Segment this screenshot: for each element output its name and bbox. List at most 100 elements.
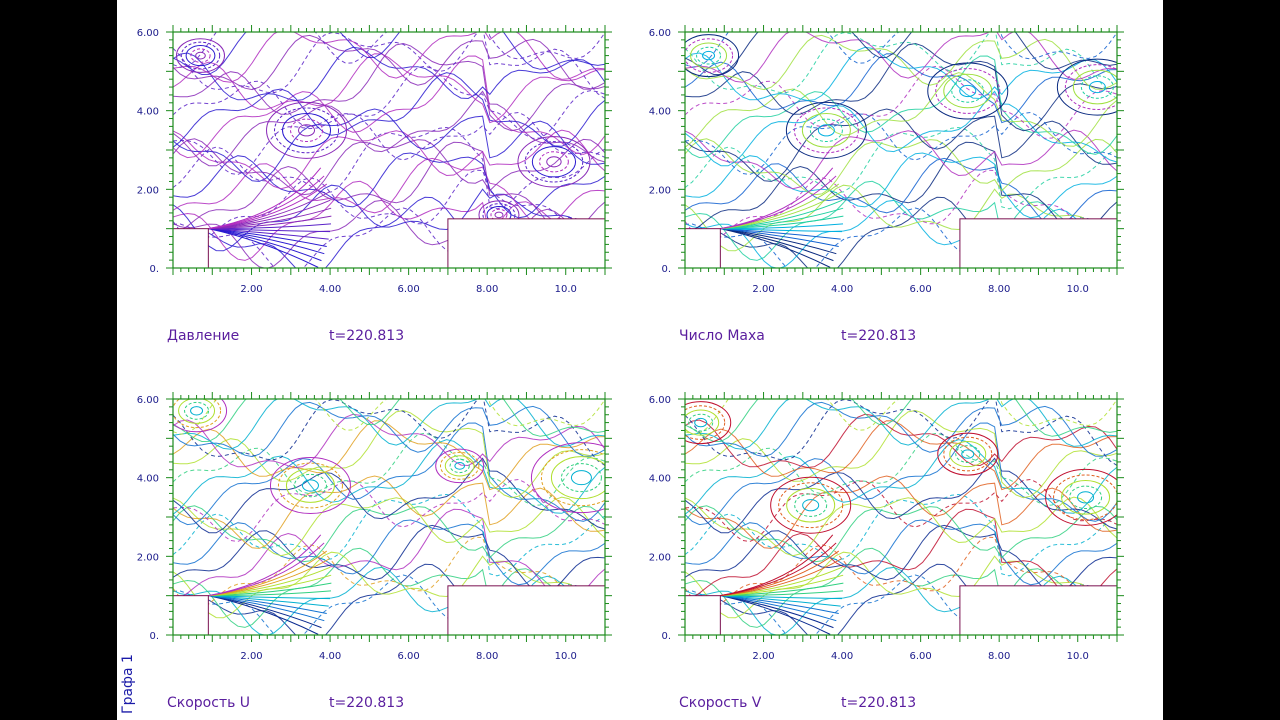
x-tick-label: 4.00	[319, 284, 341, 295]
vortex-contour	[301, 479, 319, 492]
contour-line	[173, 563, 605, 635]
contour-line	[173, 65, 605, 139]
vortex-contour	[794, 493, 828, 517]
vortex-contour	[439, 451, 480, 480]
contour-line	[173, 32, 605, 83]
inlet-fan-line	[208, 595, 319, 635]
vortex-contour	[949, 440, 987, 468]
contour-line	[685, 432, 1117, 506]
inlet-fan-line	[208, 595, 322, 629]
velocity-v-time: t=220.813	[841, 695, 917, 711]
vortex-contour	[1080, 75, 1114, 99]
mach-title: Число Маха	[679, 328, 765, 344]
contour-field	[685, 399, 1117, 635]
vortex-contour	[190, 48, 211, 63]
contour-line	[173, 72, 605, 148]
contour-line	[685, 199, 1117, 268]
inlet-fan-line	[720, 167, 834, 230]
contour-line	[173, 399, 605, 466]
vortex-contour	[702, 50, 716, 61]
vortex-contour	[785, 101, 867, 159]
velocity-v-contour-plot: 2.00 4.00 6.00 8.00 10.0 0. 2.00 4.00 6.00	[649, 392, 1124, 662]
contour-line	[173, 505, 605, 563]
vortex-contour	[778, 482, 844, 529]
vortex-contour	[290, 118, 324, 143]
contour-line	[173, 413, 605, 469]
contour-line	[173, 399, 605, 443]
x-tick-label: 4.00	[831, 284, 853, 295]
vortex-contour	[937, 432, 999, 476]
vortex-contour	[1069, 485, 1103, 510]
vortex-contour	[1072, 69, 1117, 105]
contour-line	[173, 42, 605, 132]
y-tick-label: 6.00	[649, 28, 671, 39]
contour-line	[685, 496, 1117, 557]
vortex-contour	[184, 401, 210, 420]
y-tick-label: 2.00	[649, 552, 671, 563]
vortex-contour	[540, 449, 605, 507]
y-tick-label: 2.00	[137, 185, 159, 196]
x-tick-label: 6.00	[398, 651, 420, 662]
contour-line	[173, 439, 605, 515]
vortex-contour	[282, 113, 332, 148]
vortex-contour	[175, 38, 225, 73]
x-tick-label: 8.00	[988, 284, 1010, 295]
y-tick-label: 4.00	[649, 474, 671, 485]
step-wall	[959, 585, 1118, 636]
vortex-contour	[173, 399, 228, 433]
contour-line	[685, 42, 1117, 132]
contour-line	[173, 422, 605, 526]
mach-time: t=220.813	[841, 328, 917, 344]
vortex-contour	[685, 409, 720, 436]
inlet-fan-line	[720, 228, 834, 262]
vortex-contour	[190, 406, 204, 416]
vortex-contour	[951, 79, 985, 103]
y-tick-label: 4.00	[649, 107, 671, 118]
contour-line	[685, 141, 1117, 236]
contour-line	[685, 478, 1117, 543]
x-tick-label: 4.00	[319, 651, 341, 662]
contour-line	[173, 496, 605, 557]
contour-line	[685, 129, 1117, 190]
contour-line	[685, 399, 1117, 466]
vortex-contour	[935, 68, 1001, 114]
x-tick-label: 8.00	[476, 284, 498, 295]
pressure-panel: 2.00 4.00 6.00 8.00 10.0 0. 2.00 4.00 6.00 Давле…	[135, 18, 612, 348]
mach-contour-plot: 2.00 4.00 6.00 8.00 10.0 0. 2.00 4.00 6.00	[649, 25, 1124, 295]
contour-line	[685, 505, 1117, 563]
vortex-contour	[690, 42, 728, 69]
x-tick-label: 6.00	[910, 651, 932, 662]
contour-line	[173, 129, 605, 190]
y-tick-label: 2.00	[137, 552, 159, 563]
vortex-contour	[1088, 80, 1106, 94]
vortex-contour	[685, 38, 734, 73]
contour-line	[173, 34, 605, 91]
vortex-contour	[1077, 491, 1095, 504]
vortex-contour	[927, 62, 1009, 120]
vortex-contour	[1061, 480, 1111, 515]
y-tick-label: 6.00	[649, 395, 671, 406]
inlet-fan-line	[720, 595, 831, 635]
vortex-contour	[454, 462, 465, 470]
contour-line	[173, 478, 605, 543]
vortex-contour	[178, 399, 216, 424]
x-tick-label: 2.00	[240, 651, 262, 662]
vortex-contour	[494, 211, 504, 219]
contour-line	[173, 409, 605, 499]
figure-side-label-text: Графа 1	[120, 654, 136, 714]
vortex-contour	[961, 449, 975, 459]
x-tick-label: 10.0	[1067, 284, 1089, 295]
contour-line	[173, 199, 605, 268]
contour-line	[685, 399, 1117, 450]
step-wall	[447, 585, 606, 636]
vortex-contour	[685, 34, 740, 78]
vortex-contour	[688, 413, 714, 432]
contour-line	[685, 65, 1117, 139]
contour-line	[685, 32, 1117, 83]
contour-line	[685, 401, 1117, 458]
contour-line	[173, 141, 605, 236]
contour-line	[685, 399, 1117, 443]
contour-line	[685, 519, 1117, 586]
inlet-fan-line	[208, 228, 322, 262]
mach-panel: 2.00 4.00 6.00 8.00 10.0 0. 2.00 4.00 6.00 Число…	[647, 18, 1124, 348]
